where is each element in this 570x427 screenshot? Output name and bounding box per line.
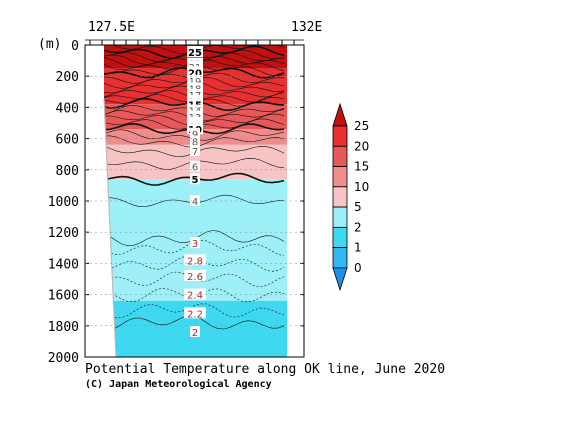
colorbar-label: 25 bbox=[354, 119, 369, 133]
contour-label-bg bbox=[190, 127, 200, 139]
contour-label: 4 bbox=[192, 197, 198, 208]
contour-label: 6 bbox=[192, 163, 198, 174]
contour-label-bg bbox=[190, 195, 200, 206]
contour-label-bg bbox=[190, 145, 200, 157]
contour-label-bg bbox=[187, 46, 203, 58]
contour-label-bg bbox=[184, 269, 206, 281]
contour-label-bg bbox=[184, 288, 206, 300]
contour-label-bg bbox=[190, 326, 200, 338]
colorbar-bin bbox=[332, 145, 348, 167]
contour-label: 2 bbox=[192, 328, 198, 339]
colorbar-label: 2 bbox=[354, 220, 362, 234]
contour-label-bg bbox=[187, 110, 203, 122]
contour-label: 19 bbox=[189, 77, 202, 88]
contour-label-bg bbox=[190, 135, 200, 147]
contour-label: 2.6 bbox=[187, 272, 203, 283]
contour-label: 3 bbox=[192, 239, 198, 250]
y-tick-label: 2000 bbox=[48, 351, 79, 366]
contour-label-bg bbox=[187, 104, 203, 116]
contour-label: 2.8 bbox=[187, 256, 203, 267]
y-tick-label: 800 bbox=[56, 164, 79, 179]
colorbar-top-arrow bbox=[332, 102, 348, 127]
contour-label: 5 bbox=[192, 175, 199, 186]
contour-label: 25 bbox=[188, 48, 202, 59]
y-axis-unit-label: (m) bbox=[38, 37, 61, 52]
contour-label-bg bbox=[187, 82, 203, 94]
colorbar-label: 1 bbox=[354, 241, 362, 255]
y-tick-label: 0 bbox=[71, 39, 79, 54]
colorbar-bin bbox=[332, 247, 348, 269]
axes: 0 200 400 600 800 1000 1200 1400 1600 1800 2000 127… bbox=[48, 20, 323, 366]
seafloor-line bbox=[103, 98, 117, 358]
colorbar-bin bbox=[332, 186, 348, 208]
contour-label-bg bbox=[190, 160, 200, 172]
colorbar-label: 15 bbox=[354, 160, 369, 174]
x-tick-label: 127.5E bbox=[88, 20, 135, 35]
colorbar-label: 5 bbox=[354, 200, 362, 214]
x-tick-label: 132E bbox=[291, 20, 322, 35]
colorbar-bottom-arrow bbox=[332, 267, 348, 292]
colorbar-label: 10 bbox=[354, 180, 369, 194]
y-tick-label: 400 bbox=[56, 101, 79, 116]
contour-label-bg bbox=[187, 98, 203, 110]
colorbar-bin bbox=[332, 125, 348, 147]
colorbar-label: 0 bbox=[354, 261, 362, 275]
contour-label-bg bbox=[187, 74, 203, 86]
contour-label-bg bbox=[190, 237, 200, 249]
y-tick-label: 600 bbox=[56, 133, 79, 148]
y-tick-label: 200 bbox=[56, 70, 79, 85]
contour-label-bg bbox=[184, 307, 206, 319]
contour-line bbox=[104, 303, 285, 318]
contour-label: 2.4 bbox=[187, 291, 203, 302]
credit-text: (C) Japan Meteorological Agency bbox=[85, 378, 272, 390]
contour-labels: 252221201918171615141312111098765432.82.… bbox=[184, 46, 206, 339]
contour-label: 9 bbox=[192, 130, 198, 141]
contour-label: 8 bbox=[192, 138, 198, 149]
y-tick-label: 1400 bbox=[48, 257, 79, 272]
y-tick-label: 1000 bbox=[48, 195, 79, 210]
colorbar-bin bbox=[332, 206, 348, 228]
colorbar-bin bbox=[332, 166, 348, 188]
contour-label: 20 bbox=[188, 68, 202, 79]
contour-label-bg bbox=[184, 254, 206, 266]
contour-label-bg bbox=[190, 173, 200, 185]
contour-label-bg bbox=[187, 88, 203, 100]
chart-title: Potential Temperature along OK line, Jun… bbox=[85, 362, 445, 377]
y-tick-label: 1200 bbox=[48, 226, 79, 241]
y-tick-label: 1600 bbox=[48, 289, 79, 304]
contour-label-bg bbox=[187, 66, 203, 78]
colorbar-label: 20 bbox=[354, 139, 369, 153]
y-tick-label: 1800 bbox=[48, 320, 79, 335]
colorbar-bin bbox=[332, 226, 348, 249]
contour-label: 2.2 bbox=[187, 309, 203, 320]
contour-label: 7 bbox=[192, 147, 198, 158]
